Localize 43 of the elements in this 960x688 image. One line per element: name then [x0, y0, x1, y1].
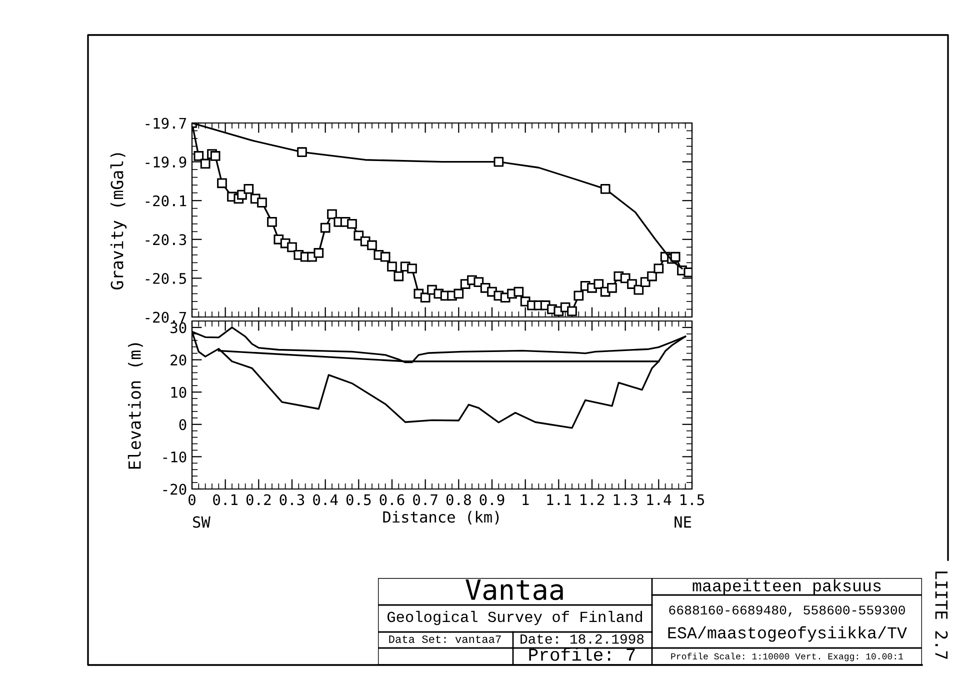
text: Profile: 7	[529, 648, 635, 661]
x-axis-title: Distance (km)	[383, 510, 499, 525]
y-tick-label: -19.9	[146, 156, 186, 168]
y-axis-title: Elevation (m)	[128, 343, 143, 469]
text: ESA/maastogeofysiikka/TV	[668, 626, 907, 642]
x-tick-label: 0.6	[380, 494, 404, 506]
y-tick-label: 30	[170, 322, 186, 334]
text: Geological Survey of Finland	[387, 610, 642, 626]
y-tick-label: -19.7	[146, 118, 186, 129]
y-tick-label: -20	[163, 484, 186, 495]
x-tick-label: 0.5	[346, 494, 371, 506]
x-tick-label: 0.9	[480, 494, 504, 506]
x-tick-label: 0.3	[280, 494, 304, 506]
text: Profile Scale: 1:10000 Vert. Exagg: 10.00:1	[671, 652, 904, 662]
x-tick-label: 1.3	[614, 494, 638, 506]
x-tick-label: 1	[522, 494, 529, 506]
text: NE	[674, 516, 692, 528]
text: LIITE 2.7	[935, 572, 948, 659]
text: Date: 18.2.1998	[520, 634, 644, 644]
text: maapeitteen paksuus	[692, 579, 881, 595]
text: Vantaa	[466, 579, 563, 600]
x-tick-label: 0.4	[313, 494, 338, 506]
x-tick-label: 0.1	[213, 494, 238, 506]
y-tick-label: -20.3	[146, 234, 186, 246]
text: SW	[193, 516, 210, 528]
x-tick-label: 0.2	[246, 494, 271, 506]
x-tick-label: 0.7	[413, 494, 438, 506]
y-tick-label: -10	[163, 451, 186, 462]
text: 6688160-6689480, 558600-559300	[669, 606, 905, 617]
y-axis-title: Gravity (mGal)	[110, 153, 127, 290]
y-tick-label: 0	[179, 419, 186, 430]
x-tick-label: 1.1	[547, 494, 571, 506]
text: Data Set: vantaa7	[389, 635, 501, 643]
y-tick-label: 20	[170, 354, 186, 366]
y-tick-label: -20.7	[146, 312, 186, 323]
y-tick-label: 10	[171, 386, 186, 398]
x-tick-label: 1.4	[647, 494, 672, 506]
y-tick-label: -20.1	[146, 195, 186, 206]
x-tick-label: 1.2	[580, 494, 604, 506]
y-tick-label: -20.5	[146, 272, 186, 284]
x-tick-label: 0.8	[446, 494, 471, 506]
x-tick-label: 0	[188, 494, 196, 506]
x-tick-label: 1.5	[680, 494, 704, 506]
